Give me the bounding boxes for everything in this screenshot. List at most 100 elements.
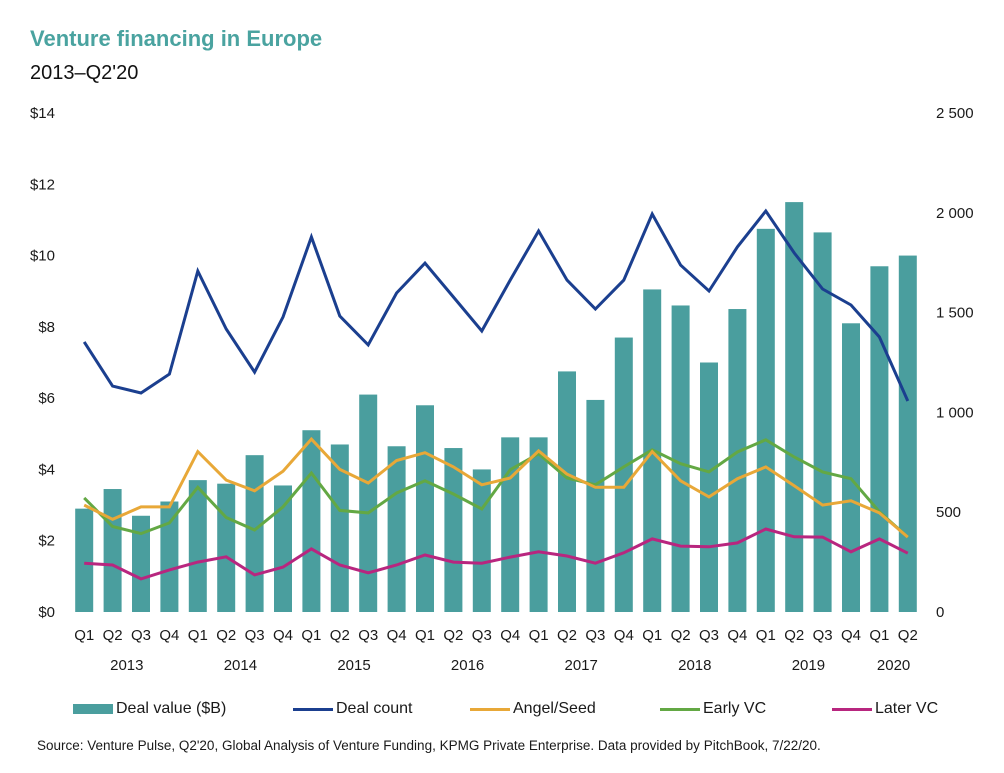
deal-value-bar — [416, 405, 434, 612]
deal-value-bar — [245, 455, 264, 612]
quarter-label: Q3 — [699, 627, 719, 644]
left-tick-label: $6 — [38, 390, 55, 407]
deal-value-bar — [103, 489, 122, 612]
later-vc-line — [84, 527, 909, 581]
quarter-label: Q4 — [841, 627, 861, 644]
deal-value-bar — [472, 469, 491, 612]
right-tick-label: 1 000 — [936, 404, 974, 421]
right-tick-label: 1 500 — [936, 305, 974, 322]
quarter-label: Q1 — [529, 627, 549, 644]
quarter-label: Q2 — [557, 627, 577, 644]
deal-value-bar — [614, 337, 633, 612]
left-tick-label: $10 — [30, 248, 55, 265]
left-tick-label: $12 — [30, 176, 55, 193]
legend-item-angel-seed: Angel/Seed — [470, 700, 596, 718]
quarter-label: Q4 — [387, 627, 407, 644]
year-label: 2017 — [565, 657, 598, 674]
legend-item-later-vc: Later VC — [832, 700, 938, 718]
right-tick-label: 0 — [936, 604, 944, 621]
year-label: 2020 — [877, 657, 910, 674]
year-label: 2016 — [451, 657, 484, 674]
quarter-label: Q2 — [898, 627, 918, 644]
early-vc-line — [83, 438, 909, 539]
quarter-label: Q2 — [103, 627, 123, 644]
x-axis: Q1 Q2 Q3 Q4 Q1 Q2 Q3 Q4 Q1 Q2 Q3 Q4 Q1 Q2 Q3 Q4 Q1 Q2 Q3 Q4… — [74, 627, 918, 674]
quarter-label: Q2 — [443, 627, 463, 644]
deal-value-bar — [898, 255, 917, 613]
legend-label: Angel/Seed — [513, 700, 596, 717]
deal-value-bar — [728, 309, 747, 612]
legend-label: Deal count — [336, 700, 413, 717]
quarter-label: Q1 — [415, 627, 435, 644]
legend-label: Deal value ($B) — [116, 700, 227, 717]
quarter-label: Q4 — [614, 627, 634, 644]
quarter-label: Q3 — [813, 627, 833, 644]
right-tick-label: 500 — [936, 504, 961, 521]
quarter-label: Q4 — [273, 627, 293, 644]
left-tick-label: $14 — [30, 105, 55, 122]
deal-value-bar — [75, 508, 94, 612]
year-label: 2018 — [678, 657, 711, 674]
source-note: Source: Venture Pulse, Q2'20, Global Ana… — [37, 738, 821, 753]
angel-seed-line — [83, 436, 909, 539]
deal-value-bar — [756, 228, 775, 612]
legend-swatch — [470, 707, 510, 711]
left-axis: $0 $2 $4 $6 $8 $10 $12 $14 — [30, 105, 55, 621]
chart-title: Venture financing in Europe — [30, 26, 323, 51]
quarter-label: Q1 — [756, 627, 776, 644]
quarter-label: Q4 — [727, 627, 747, 644]
deal-value-bars — [75, 202, 917, 613]
deal-value-bar — [558, 371, 576, 612]
year-label: 2013 — [110, 657, 143, 674]
deal-value-bar — [529, 437, 548, 612]
deal-value-bar — [813, 232, 832, 612]
quarter-label: Q2 — [671, 627, 691, 644]
left-tick-label: $4 — [38, 461, 55, 478]
quarter-label: Q3 — [358, 627, 378, 644]
deal-value-bar — [217, 483, 236, 612]
legend-swatch — [73, 704, 113, 714]
quarter-label: Q2 — [784, 627, 804, 644]
deal-value-bar — [188, 480, 207, 612]
line-series — [82, 208, 910, 581]
deal-value-bar — [160, 501, 179, 612]
left-tick-label: $0 — [38, 604, 55, 621]
chart-subtitle: 2013–Q2'20 — [30, 62, 139, 84]
quarter-label: Q1 — [642, 627, 662, 644]
deal-value-bar — [700, 362, 718, 612]
quarter-label: Q2 — [330, 627, 350, 644]
quarter-label: Q1 — [74, 627, 94, 644]
quarter-label: Q3 — [131, 627, 151, 644]
combo-chart: $0 $2 $4 $6 $8 $10 $12 $14 0 500 1 000 1 500 2 000 2… — [30, 105, 974, 674]
quarter-label: Q2 — [216, 627, 236, 644]
legend: Deal value ($B) Deal count Angel/Seed Ea… — [0, 700, 1004, 724]
legend-item-deal-count: Deal count — [293, 700, 413, 718]
deal-value-bar — [785, 202, 804, 612]
legend-swatch — [293, 707, 333, 711]
quarter-label: Q3 — [585, 627, 605, 644]
deal-value-bar — [387, 446, 406, 612]
left-tick-label: $2 — [38, 533, 55, 550]
deal-value-bar — [359, 394, 378, 612]
year-label: 2019 — [792, 657, 825, 674]
deal-value-bar — [870, 266, 889, 612]
deal-count-line — [82, 208, 910, 402]
quarter-label: Q1 — [301, 627, 321, 644]
deal-value-bar — [330, 444, 349, 612]
year-label: 2015 — [337, 657, 370, 674]
legend-swatch — [832, 707, 872, 711]
quarter-label: Q1 — [188, 627, 208, 644]
deal-value-bar — [274, 485, 292, 612]
legend-label: Early VC — [703, 700, 767, 717]
quarter-label: Q4 — [500, 627, 520, 644]
legend-label: Later VC — [875, 700, 939, 717]
quarter-label: Q1 — [869, 627, 889, 644]
deal-value-bar — [671, 305, 690, 612]
quarter-label: Q3 — [472, 627, 492, 644]
left-tick-label: $8 — [38, 319, 55, 336]
legend-swatch — [660, 707, 700, 711]
right-tick-label: 2 000 — [936, 205, 974, 222]
legend-item-early-vc: Early VC — [660, 700, 766, 718]
year-label: 2014 — [224, 657, 257, 674]
right-axis: 0 500 1 000 1 500 2 000 2 500 — [936, 105, 974, 621]
